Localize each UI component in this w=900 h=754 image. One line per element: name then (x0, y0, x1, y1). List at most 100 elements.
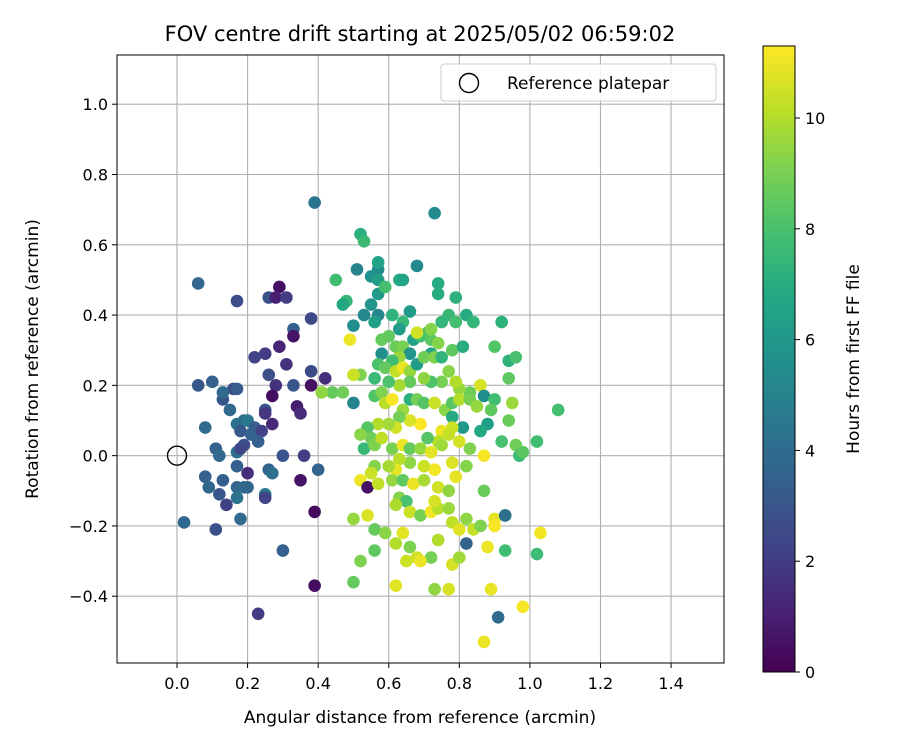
data-point (382, 417, 396, 431)
data-point (393, 379, 406, 392)
data-point (400, 554, 413, 568)
data-point (325, 386, 339, 399)
data-point (389, 498, 403, 512)
data-point (262, 368, 276, 382)
data-point (220, 498, 233, 512)
data-point (265, 466, 279, 480)
data-point (198, 470, 212, 484)
legend-entry-label: Reference platepar (507, 74, 669, 94)
data-point (424, 445, 438, 459)
x-axis-label: Angular distance from reference (arcmin) (244, 708, 596, 728)
data-point (424, 322, 438, 336)
data-point (347, 575, 360, 589)
data-point (364, 466, 378, 480)
data-point (467, 315, 480, 329)
data-point (347, 512, 360, 526)
data-point (241, 466, 254, 480)
data-point (428, 396, 441, 410)
data-point (297, 449, 311, 462)
data-point (460, 459, 473, 473)
data-point (347, 368, 360, 382)
data-point (424, 551, 438, 564)
y-axis-label: Rotation from reference (arcmin) (23, 219, 43, 499)
y-tick-label: 1.0 (83, 95, 108, 114)
data-point (294, 473, 307, 487)
data-point (403, 456, 417, 469)
data-point (551, 403, 565, 417)
data-point (375, 386, 388, 399)
data-point (393, 322, 406, 336)
data-point (431, 480, 445, 494)
data-point (371, 417, 385, 431)
data-point (396, 473, 410, 487)
data-point (191, 277, 205, 290)
data-point (453, 435, 466, 448)
chart-title: FOV centre drift starting at 2025/05/02 … (165, 22, 676, 46)
data-point (385, 442, 399, 455)
data-point (403, 347, 417, 361)
data-point (491, 611, 505, 624)
data-point (530, 547, 544, 561)
data-point (378, 280, 392, 294)
data-point (308, 579, 321, 592)
data-point (463, 442, 477, 455)
data-point (488, 340, 501, 353)
data-point (361, 509, 374, 522)
data-point (495, 435, 508, 448)
data-point (449, 470, 463, 484)
data-point (428, 582, 441, 596)
data-point (273, 280, 286, 294)
colorbar-tick-label: 10 (805, 109, 825, 128)
data-point (269, 379, 283, 392)
colorbar-tick-label: 2 (805, 552, 815, 571)
reference-platepar-marker (166, 445, 188, 466)
data-point (273, 340, 286, 353)
data-point (393, 410, 406, 424)
data-point (414, 442, 427, 455)
data-point (456, 340, 470, 353)
data-point (287, 329, 300, 343)
data-point (389, 537, 403, 550)
data-point (495, 315, 508, 329)
data-point (488, 519, 501, 533)
data-point (442, 365, 456, 378)
data-point (258, 347, 272, 361)
data-point (385, 308, 399, 322)
x-tick-label: 0.8 (447, 674, 472, 693)
data-point (435, 315, 448, 329)
x-tick-label: 1.4 (658, 674, 683, 693)
data-point (453, 551, 466, 564)
data-point (502, 414, 516, 427)
data-point (315, 386, 328, 399)
data-point (431, 336, 445, 350)
data-point (368, 544, 381, 557)
data-point (223, 403, 237, 417)
data-point (205, 375, 219, 389)
data-point (389, 579, 403, 592)
data-point (442, 582, 456, 596)
data-point (343, 333, 357, 346)
data-point (265, 417, 279, 431)
data-point (428, 463, 441, 477)
y-tick-label: 0.2 (83, 376, 108, 395)
data-point (477, 449, 491, 462)
colorbar-tick-label: 4 (805, 441, 815, 460)
data-point (361, 480, 374, 494)
data-point (534, 526, 547, 540)
data-point (474, 519, 487, 533)
data-point (265, 389, 279, 403)
y-axis-ticks: −0.4 −0.2 0.0 0.2 0.4 0.6 0.8 1.0 (69, 95, 117, 606)
data-point (403, 414, 417, 427)
data-point (428, 495, 441, 508)
data-point (421, 431, 434, 445)
data-point (400, 495, 413, 508)
data-point (474, 424, 487, 438)
data-point (304, 312, 318, 325)
data-point (308, 196, 321, 209)
data-point (371, 256, 385, 269)
x-tick-label: 0.6 (376, 674, 401, 693)
data-point (382, 459, 396, 473)
data-point (230, 294, 244, 308)
data-point (505, 396, 519, 410)
